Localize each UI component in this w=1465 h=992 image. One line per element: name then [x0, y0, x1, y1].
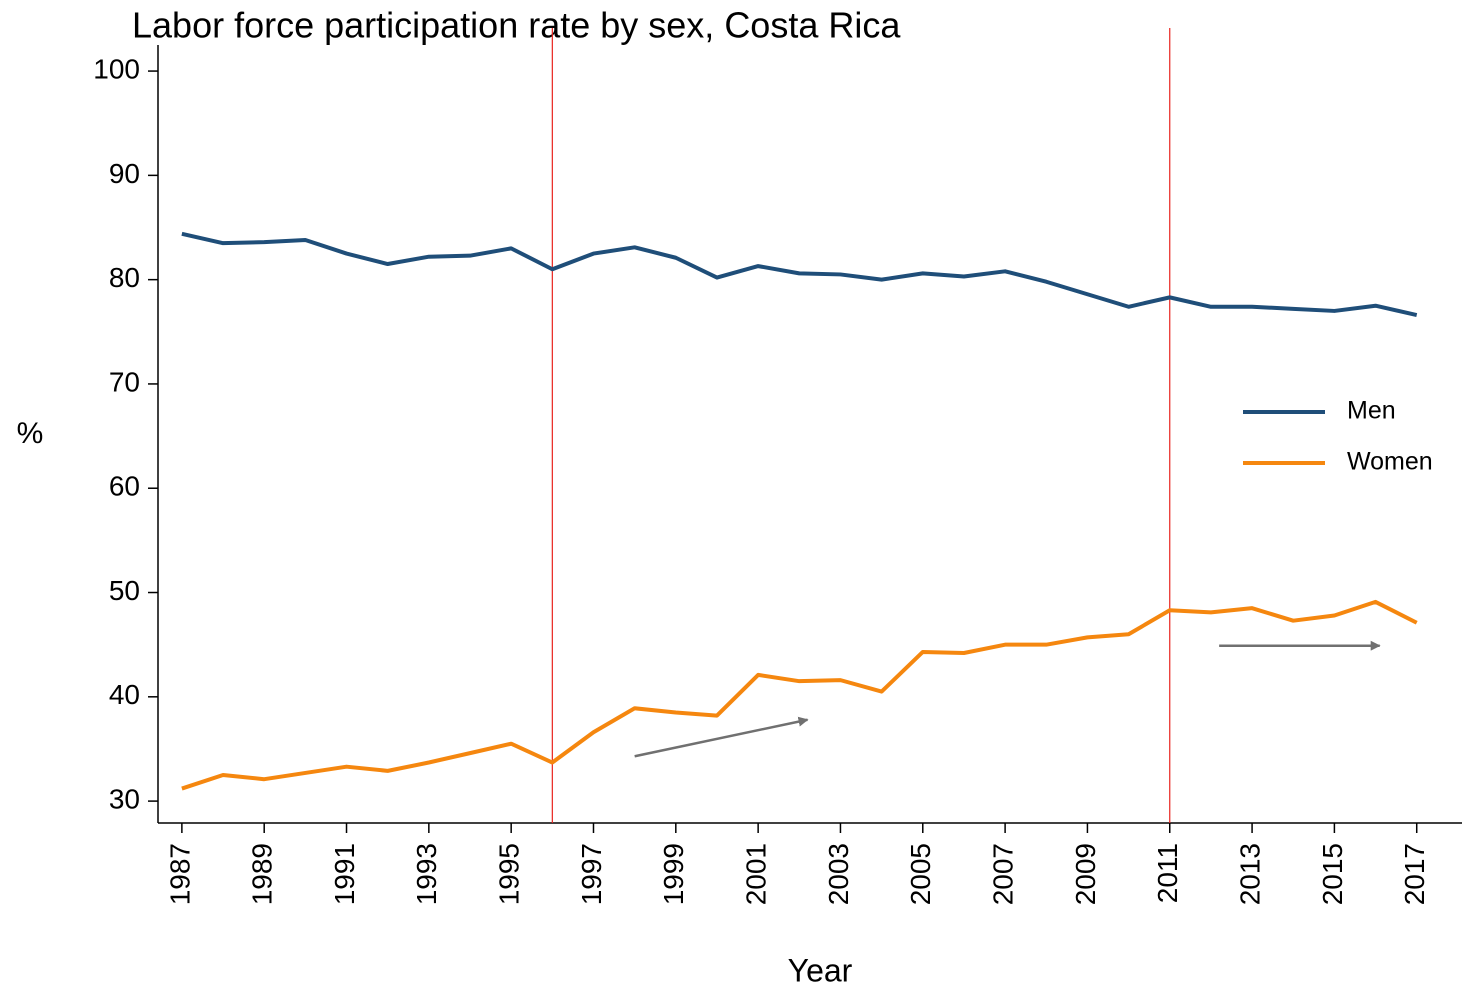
y-tick-label: 80 — [109, 262, 140, 293]
y-tick-label: 70 — [109, 366, 140, 397]
x-tick-label: 2007 — [987, 843, 1018, 905]
x-tick-label: 2017 — [1399, 843, 1430, 905]
legend-label: Men — [1347, 397, 1396, 425]
y-axis-label: % — [17, 417, 44, 450]
series-line — [181, 231, 1418, 318]
chart-title: Labor force participation rate by sex, C… — [132, 5, 901, 46]
x-tick-label: 2009 — [1070, 843, 1101, 905]
y-tick-label: 40 — [109, 679, 140, 710]
x-tick-label: 1995 — [494, 843, 525, 905]
x-tick-label: 2015 — [1317, 843, 1348, 905]
x-tick-label: 1997 — [576, 843, 607, 905]
y-tick-label: 30 — [109, 783, 140, 814]
x-tick-label: 2005 — [905, 843, 936, 905]
x-tick-label: 1991 — [329, 843, 360, 905]
y-tick-label: 50 — [109, 575, 140, 606]
series-line — [181, 599, 1418, 791]
x-tick-label: 2001 — [741, 843, 772, 905]
x-tick-label: 2011 — [1152, 843, 1183, 903]
legend-label: Women — [1347, 448, 1433, 476]
arrow — [634, 716, 809, 758]
y-tick-label: 100 — [93, 53, 140, 84]
x-tick-label: 1989 — [247, 843, 278, 905]
x-tick-label: 2003 — [823, 843, 854, 905]
x-tick-label: 1999 — [658, 843, 689, 905]
x-tick-label: 2013 — [1234, 843, 1265, 905]
y-tick-label: 60 — [109, 471, 140, 502]
x-tick-label: 1987 — [164, 843, 195, 905]
y-tick-label: 90 — [109, 158, 140, 189]
x-axis-label: Year — [788, 952, 853, 988]
x-tick-label: 1993 — [411, 843, 442, 905]
